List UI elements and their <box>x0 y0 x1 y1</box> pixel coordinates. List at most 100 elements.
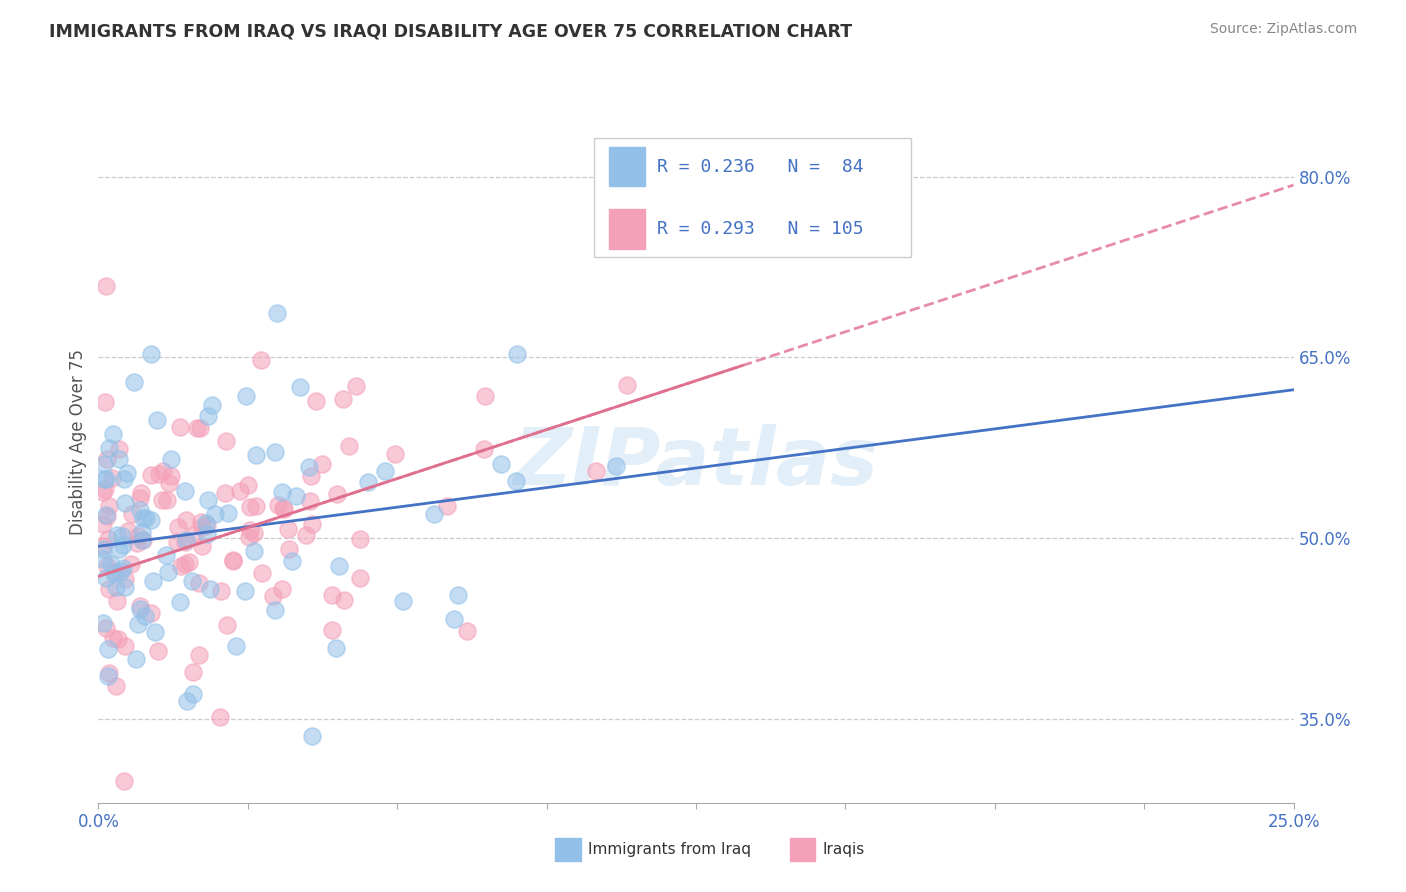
Point <box>349 532 371 546</box>
Point <box>392 594 415 608</box>
Point <box>93 395 115 409</box>
Point <box>105 528 128 542</box>
Text: Source: ZipAtlas.com: Source: ZipAtlas.com <box>1209 22 1357 37</box>
Point <box>271 501 294 516</box>
Point <box>204 507 226 521</box>
Point <box>356 475 378 490</box>
Point <box>114 580 136 594</box>
Point <box>96 279 118 293</box>
Point <box>267 499 290 513</box>
Point <box>143 624 166 639</box>
Point <box>278 542 301 557</box>
Point <box>91 552 114 566</box>
Point <box>299 469 322 483</box>
Point <box>271 485 294 500</box>
Point <box>125 535 148 549</box>
Point <box>97 582 120 596</box>
Point <box>266 306 288 320</box>
Point <box>436 499 458 513</box>
Point <box>191 539 214 553</box>
Point <box>111 528 134 542</box>
Point <box>181 688 204 702</box>
Point <box>294 527 316 541</box>
Y-axis label: Disability Age Over 75: Disability Age Over 75 <box>69 349 87 534</box>
Point <box>225 639 247 653</box>
Point <box>505 475 527 489</box>
Point <box>301 516 323 531</box>
Point <box>103 631 125 645</box>
Point <box>157 476 180 491</box>
Point <box>228 483 250 498</box>
Text: IMMIGRANTS FROM IRAQ VS IRAQI DISABILITY AGE OVER 75 CORRELATION CHART: IMMIGRANTS FROM IRAQ VS IRAQI DISABILITY… <box>49 22 852 40</box>
Point <box>170 559 193 574</box>
Point <box>105 594 128 608</box>
Point <box>174 534 197 549</box>
Point <box>250 353 273 368</box>
Point <box>301 730 323 744</box>
Point <box>222 553 245 567</box>
Point <box>195 526 218 541</box>
Point <box>200 399 222 413</box>
Point <box>447 589 470 603</box>
Point <box>142 574 165 588</box>
Point <box>235 388 257 402</box>
Point <box>159 469 181 483</box>
Point <box>186 421 208 435</box>
Point <box>217 617 239 632</box>
Point <box>131 533 153 547</box>
Point <box>155 548 177 562</box>
Point <box>167 520 190 534</box>
Point <box>176 694 198 708</box>
Point <box>117 524 139 538</box>
Point <box>298 459 321 474</box>
Point <box>97 668 120 682</box>
Point <box>169 420 191 434</box>
Point <box>141 607 163 621</box>
Point <box>132 533 155 548</box>
Point <box>605 459 627 474</box>
Point <box>222 553 245 567</box>
Point <box>127 617 149 632</box>
Point <box>585 464 607 478</box>
Point <box>100 558 122 572</box>
Point <box>384 447 406 461</box>
Point <box>112 773 135 788</box>
Point <box>98 442 121 456</box>
Point <box>107 542 129 557</box>
Point <box>169 595 191 609</box>
Point <box>129 599 152 613</box>
Point <box>91 516 114 531</box>
Point <box>456 624 478 639</box>
Point <box>173 557 195 571</box>
Point <box>214 486 236 500</box>
Text: Immigrants from Iraq: Immigrants from Iraq <box>588 842 751 856</box>
Point <box>146 412 169 426</box>
Text: ZIPatlas: ZIPatlas <box>513 425 879 502</box>
Point <box>325 640 347 655</box>
Point <box>91 485 114 500</box>
Point <box>174 513 197 527</box>
Point <box>187 648 209 662</box>
Point <box>183 528 205 542</box>
Point <box>135 510 157 524</box>
Point <box>96 508 118 523</box>
Point <box>337 439 360 453</box>
Point <box>94 621 117 635</box>
Point <box>328 559 350 574</box>
Point <box>243 544 266 558</box>
Point <box>141 512 163 526</box>
Point <box>103 566 125 580</box>
Point <box>238 531 260 545</box>
Point <box>105 581 128 595</box>
Point <box>173 483 195 498</box>
Point <box>321 623 343 637</box>
Point <box>242 526 264 541</box>
Point <box>281 554 304 568</box>
Point <box>200 582 222 597</box>
Point <box>326 487 349 501</box>
Point <box>194 516 217 530</box>
Point <box>148 467 170 482</box>
Point <box>262 589 284 603</box>
Point <box>332 392 354 406</box>
Point <box>443 612 465 626</box>
